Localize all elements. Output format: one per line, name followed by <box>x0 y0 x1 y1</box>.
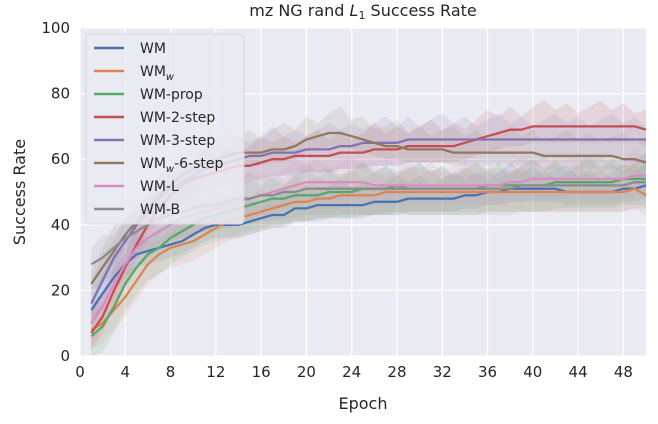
x-tick-label: 40 <box>523 363 542 381</box>
x-tick-label: 8 <box>166 363 176 381</box>
legend-label: WMw-6-step <box>140 156 224 175</box>
x-axis-label: Epoch <box>339 394 388 413</box>
x-tick-label: 36 <box>478 363 497 381</box>
y-tick-label: 80 <box>51 85 70 103</box>
y-tick-label: 0 <box>60 347 70 365</box>
legend-label: WM <box>140 41 166 57</box>
x-tick-label: 32 <box>433 363 452 381</box>
x-tick-label: 20 <box>297 363 316 381</box>
x-tick-label: 44 <box>569 363 588 381</box>
legend-label: WM-L <box>140 179 179 195</box>
x-tick-label: 12 <box>206 363 225 381</box>
legend: WM WMw WM-prop WM-2-step WM-3-step WMw-6-step… <box>85 33 245 225</box>
y-tick-label: 100 <box>41 19 70 37</box>
y-tick-label: 40 <box>51 216 70 234</box>
y-axis-label: Success Rate <box>10 139 29 245</box>
x-tick-label: 24 <box>342 363 361 381</box>
legend-label: WMw <box>140 64 175 83</box>
x-tick-label: 0 <box>75 363 85 381</box>
legend-label: WM-2-step <box>140 110 215 126</box>
y-tick-label: 60 <box>51 150 70 168</box>
legend-label: WM-B <box>140 202 180 218</box>
series-line <box>90 187 647 331</box>
legend-label: WM-3-step <box>140 133 215 149</box>
x-tick-label: 48 <box>614 363 633 381</box>
legend-label: WM-prop <box>140 87 203 103</box>
x-tick-label: 4 <box>121 363 131 381</box>
y-tick-label: 20 <box>51 281 70 299</box>
x-tick-label: 28 <box>387 363 406 381</box>
legend-box <box>85 33 245 225</box>
x-tick-label: 16 <box>252 363 271 381</box>
chart-title: mz NG rand L1 Success Rate <box>249 1 476 22</box>
series-line <box>90 184 647 311</box>
